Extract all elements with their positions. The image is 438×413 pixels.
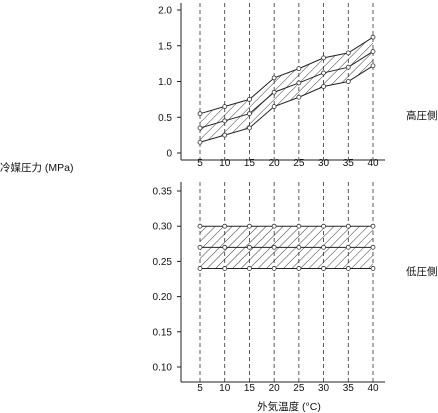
high-x-tick-label-20: 20 [269, 158, 281, 169]
high-series-2-point-20 [271, 104, 277, 109]
high-series-1-point-30 [321, 70, 326, 76]
high-x-tick-label-30: 30 [318, 158, 330, 169]
low-x-tick-label-20: 20 [269, 383, 281, 394]
low-series-2-point-35 [345, 266, 351, 271]
low-x-tick-label-5: 5 [197, 383, 203, 394]
low-series-0-point-30 [321, 223, 326, 229]
low-x-tick-label-25: 25 [293, 383, 305, 394]
low-series-1-point-5 [197, 244, 203, 250]
high-series-0-point-20 [271, 75, 277, 81]
low-series-2-point-25 [296, 266, 302, 271]
high-pressure-label: 高圧側 [406, 109, 438, 122]
low-series-1-point-40 [370, 244, 376, 250]
low-y-tick-label-0.35: 0.35 [153, 187, 173, 198]
low-y-tick-label-0.10: 0.10 [153, 363, 173, 374]
high-series-1-point-10 [222, 118, 228, 124]
high-y-tick-label-1.5: 1.5 [158, 41, 172, 52]
low-series-1-point-25 [296, 244, 302, 250]
low-series-0-point-10 [222, 223, 228, 229]
high-y-tick-label-0.5: 0.5 [158, 113, 172, 124]
y-axis-title: 冷媒圧力 (MPa) [0, 161, 74, 174]
low-y-tick-label-0.20: 0.20 [153, 292, 173, 303]
low-series-1-point-20 [271, 244, 277, 250]
x-axis-title: 外気温度 (°C) [257, 400, 321, 413]
low-series-2-point-40 [370, 266, 376, 271]
high-y-tick-label-2.0: 2.0 [158, 6, 172, 17]
low-x-tick-label-40: 40 [367, 383, 379, 394]
high-series-0-point-30 [321, 55, 326, 61]
high-series-2-point-25 [296, 94, 302, 100]
low-y-tick-label-0.30: 0.30 [153, 222, 173, 233]
high-x-tick-label-15: 15 [244, 158, 256, 169]
high-x-tick-label-35: 35 [343, 158, 355, 169]
low-series-1-point-10 [222, 244, 228, 250]
low-series-1-point-15 [247, 244, 252, 250]
low-series-1-point-30 [321, 244, 326, 250]
low-x-tick-label-35: 35 [343, 383, 355, 394]
high-series-0-point-5 [197, 111, 203, 117]
high-series-line-2 [199, 65, 374, 143]
high-series-2-point-40 [370, 63, 376, 69]
low-series-2-point-5 [197, 266, 203, 271]
high-series-2-point-35 [345, 79, 351, 84]
high-series-0-point-25 [296, 66, 302, 72]
high-band [200, 37, 373, 143]
high-series-0-point-10 [222, 104, 228, 109]
high-x-tick-label-40: 40 [367, 158, 379, 169]
low-pressure-label: 低圧側 [406, 265, 438, 278]
high-y-tick-label-0: 0 [166, 149, 172, 160]
low-series-2-point-30 [321, 266, 326, 271]
low-series-2-point-15 [247, 266, 252, 271]
high-series-2-point-30 [321, 84, 326, 89]
high-series-line-0 [199, 36, 374, 115]
high-series-1-point-20 [271, 89, 277, 95]
high-series-1-point-5 [197, 125, 203, 131]
high-series-0-point-35 [345, 50, 351, 56]
low-x-tick-label-10: 10 [219, 383, 231, 394]
low-series-0-point-20 [271, 223, 277, 229]
low-x-tick-label-30: 30 [318, 383, 330, 394]
high-series-1-point-25 [296, 80, 302, 86]
high-series-2-point-15 [247, 125, 252, 131]
low-series-0-point-40 [370, 223, 376, 229]
low-series-0-point-35 [345, 223, 351, 229]
low-series-2-point-20 [271, 266, 277, 271]
low-x-tick-label-15: 15 [244, 383, 256, 394]
high-series-2-point-5 [197, 139, 203, 145]
high-series-1-point-35 [345, 64, 351, 70]
low-series-0-point-5 [197, 223, 203, 229]
low-series-1-point-35 [345, 244, 351, 250]
high-x-tick-label-10: 10 [219, 158, 231, 169]
low-series-2-point-10 [222, 266, 228, 271]
high-series-2-point-10 [222, 132, 228, 138]
high-series-0-point-15 [247, 96, 252, 102]
high-x-tick-label-25: 25 [293, 158, 305, 169]
low-series-0-point-15 [247, 223, 252, 229]
low-series-0-point-25 [296, 223, 302, 229]
low-y-tick-label-0.25: 0.25 [153, 257, 173, 268]
low-y-tick-label-0.15: 0.15 [153, 327, 173, 338]
high-series-line-1 [199, 51, 374, 129]
high-series-1-point-40 [370, 49, 376, 54]
high-series-1-point-15 [247, 111, 252, 117]
high-x-tick-label-5: 5 [197, 158, 203, 169]
high-series-0-point-40 [370, 34, 376, 40]
high-y-tick-label-1.0: 1.0 [158, 77, 172, 88]
